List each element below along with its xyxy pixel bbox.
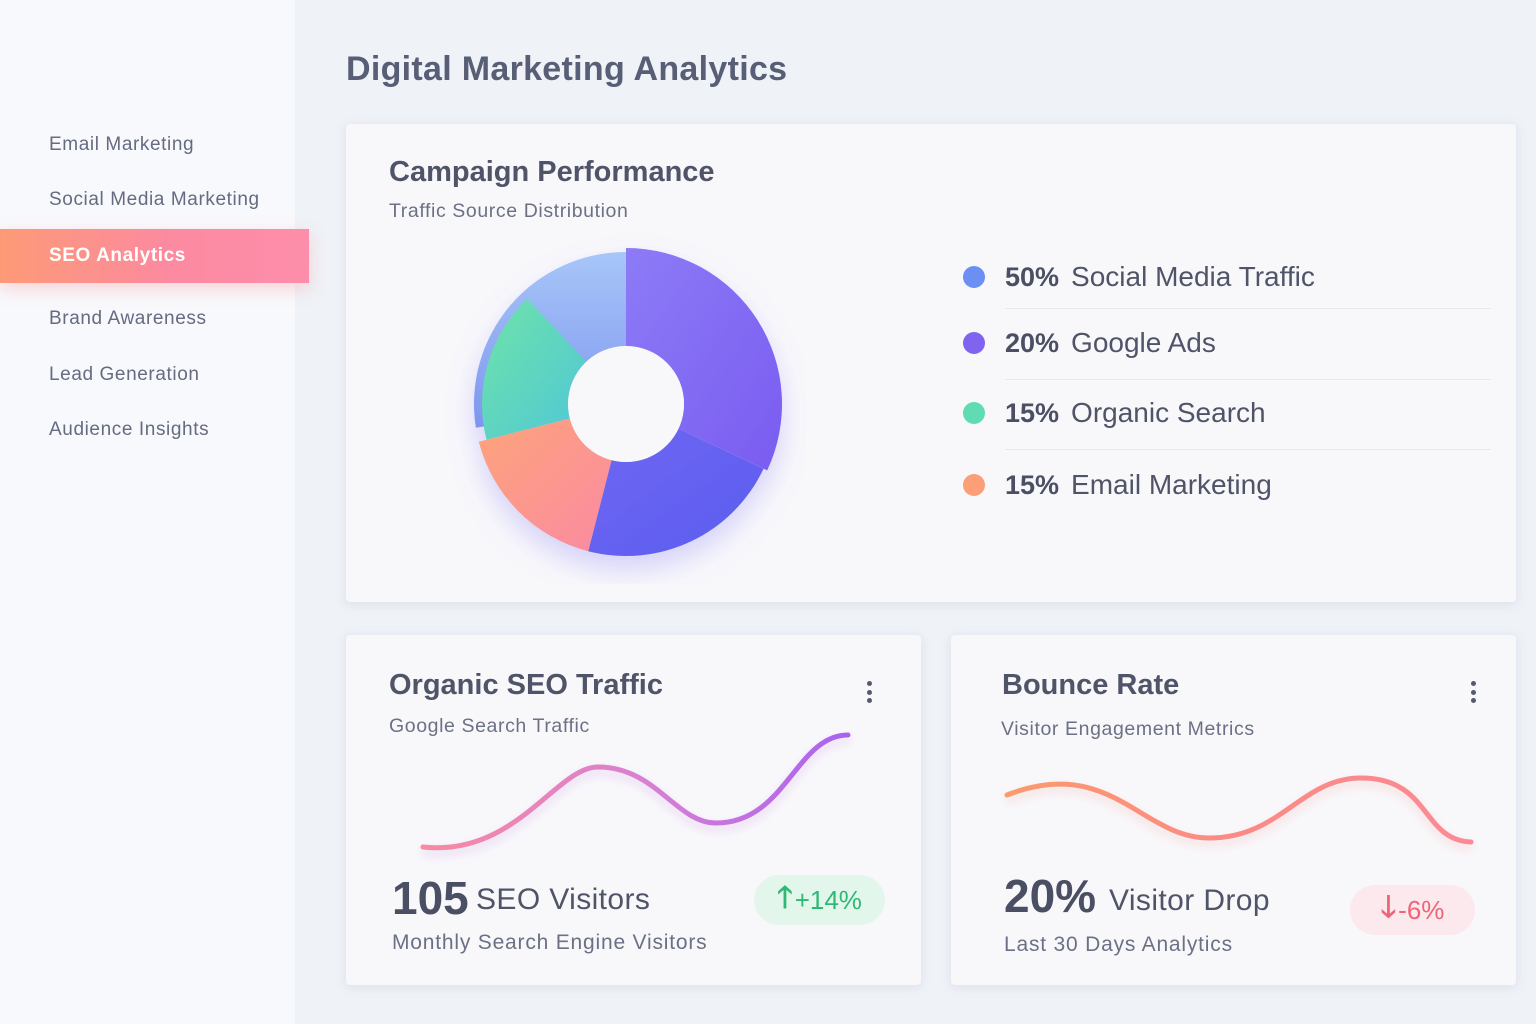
- card-title: Organic SEO Traffic: [389, 669, 663, 701]
- change-value: -6%: [1398, 894, 1445, 925]
- page-title: Digital Marketing Analytics: [346, 50, 788, 88]
- legend-percent: 15%: [1005, 469, 1060, 500]
- legend-percent: 15%: [1005, 397, 1060, 428]
- card-title: Campaign Performance: [389, 156, 715, 188]
- change-badge: 🡑 +14%: [754, 875, 885, 925]
- legend-dot: [963, 266, 985, 288]
- bounce-rate-label: Visitor Drop: [1109, 884, 1270, 917]
- legend-item-organic-search: 15% Organic Search: [961, 380, 1491, 446]
- arrow-down-icon: 🡓: [1380, 890, 1397, 924]
- donut-hole: [568, 346, 684, 462]
- legend-divider: [1005, 308, 1491, 309]
- sidebar-item-seo-analytics[interactable]: SEO Analytics: [0, 229, 309, 283]
- bounce-rate-card: Bounce Rate Visitor Engagement Metrics 2…: [951, 635, 1516, 985]
- sidebar-item-label: Email Marketing: [49, 134, 195, 155]
- legend-dot: [963, 332, 985, 354]
- legend-item-social-media: 50% Social Media Traffic: [961, 244, 1491, 310]
- legend-label: Email Marketing: [1071, 469, 1272, 500]
- arrow-up-icon: 🡑: [777, 880, 793, 914]
- card-title: Bounce Rate: [1002, 669, 1180, 701]
- bounce-rate-value: 20%: [1004, 870, 1097, 922]
- slice-email-marketing: [478, 418, 612, 552]
- sidebar-item-label: Brand Awareness: [49, 308, 207, 329]
- kebab-icon[interactable]: [865, 681, 873, 707]
- legend-label: Organic Search: [1071, 397, 1266, 428]
- card-subtitle: Visitor Engagement Metrics: [1001, 718, 1255, 740]
- slice-social-media-traffic: [626, 248, 782, 471]
- seo-visitors-label: SEO Visitors: [476, 883, 651, 916]
- sidebar-item-social-media-marketing[interactable]: Social Media Marketing: [0, 173, 310, 227]
- kebab-icon[interactable]: [1469, 681, 1477, 707]
- organic-seo-traffic-card: Organic SEO Traffic Google Search Traffi…: [346, 635, 921, 985]
- sidebar-item-label: Audience Insights: [49, 419, 210, 440]
- legend-label: Social Media Traffic: [1071, 261, 1315, 292]
- change-badge: 🡓 -6%: [1350, 885, 1475, 935]
- bounce-trend-sparkline: [1004, 775, 1474, 845]
- card-footer: Monthly Search Engine Visitors: [392, 931, 708, 954]
- sidebar: Email Marketing Social Media Marketing S…: [0, 0, 309, 1024]
- seo-trend-sparkline: [420, 732, 851, 851]
- slice-organic-search: [482, 299, 587, 440]
- change-value: +14%: [794, 884, 862, 915]
- sidebar-item-label: SEO Analytics: [49, 245, 186, 266]
- sidebar-item-audience-insights[interactable]: Audience Insights: [0, 403, 310, 457]
- sidebar-item-label: Social Media Marketing: [49, 189, 260, 210]
- legend-dot: [963, 474, 985, 496]
- legend-item-email-marketing: 15% Email Marketing: [961, 452, 1491, 518]
- legend-dot: [963, 402, 985, 424]
- sidebar-item-label: Lead Generation: [49, 364, 200, 385]
- legend-percent: 20%: [1005, 327, 1060, 358]
- legend-item-google-ads: 20% Google Ads: [961, 310, 1491, 376]
- sidebar-item-lead-generation[interactable]: Lead Generation: [0, 348, 310, 402]
- campaign-performance-card: Campaign Performance Traffic Source Dist…: [346, 124, 1516, 602]
- traffic-donut-chart: [474, 248, 782, 556]
- legend-label: Google Ads: [1071, 327, 1216, 358]
- card-subtitle: Traffic Source Distribution: [389, 200, 629, 222]
- slice-google-ads: [588, 428, 764, 556]
- sidebar-item-brand-awareness[interactable]: Brand Awareness: [0, 292, 310, 346]
- legend-divider: [1005, 449, 1491, 450]
- seo-visitors-value: 105: [392, 872, 469, 924]
- card-subtitle: Google Search Traffic: [389, 715, 590, 737]
- legend-divider: [1005, 379, 1491, 380]
- card-footer: Last 30 Days Analytics: [1004, 933, 1233, 956]
- sidebar-item-email-marketing[interactable]: Email Marketing: [0, 118, 310, 172]
- legend-percent: 50%: [1005, 261, 1060, 292]
